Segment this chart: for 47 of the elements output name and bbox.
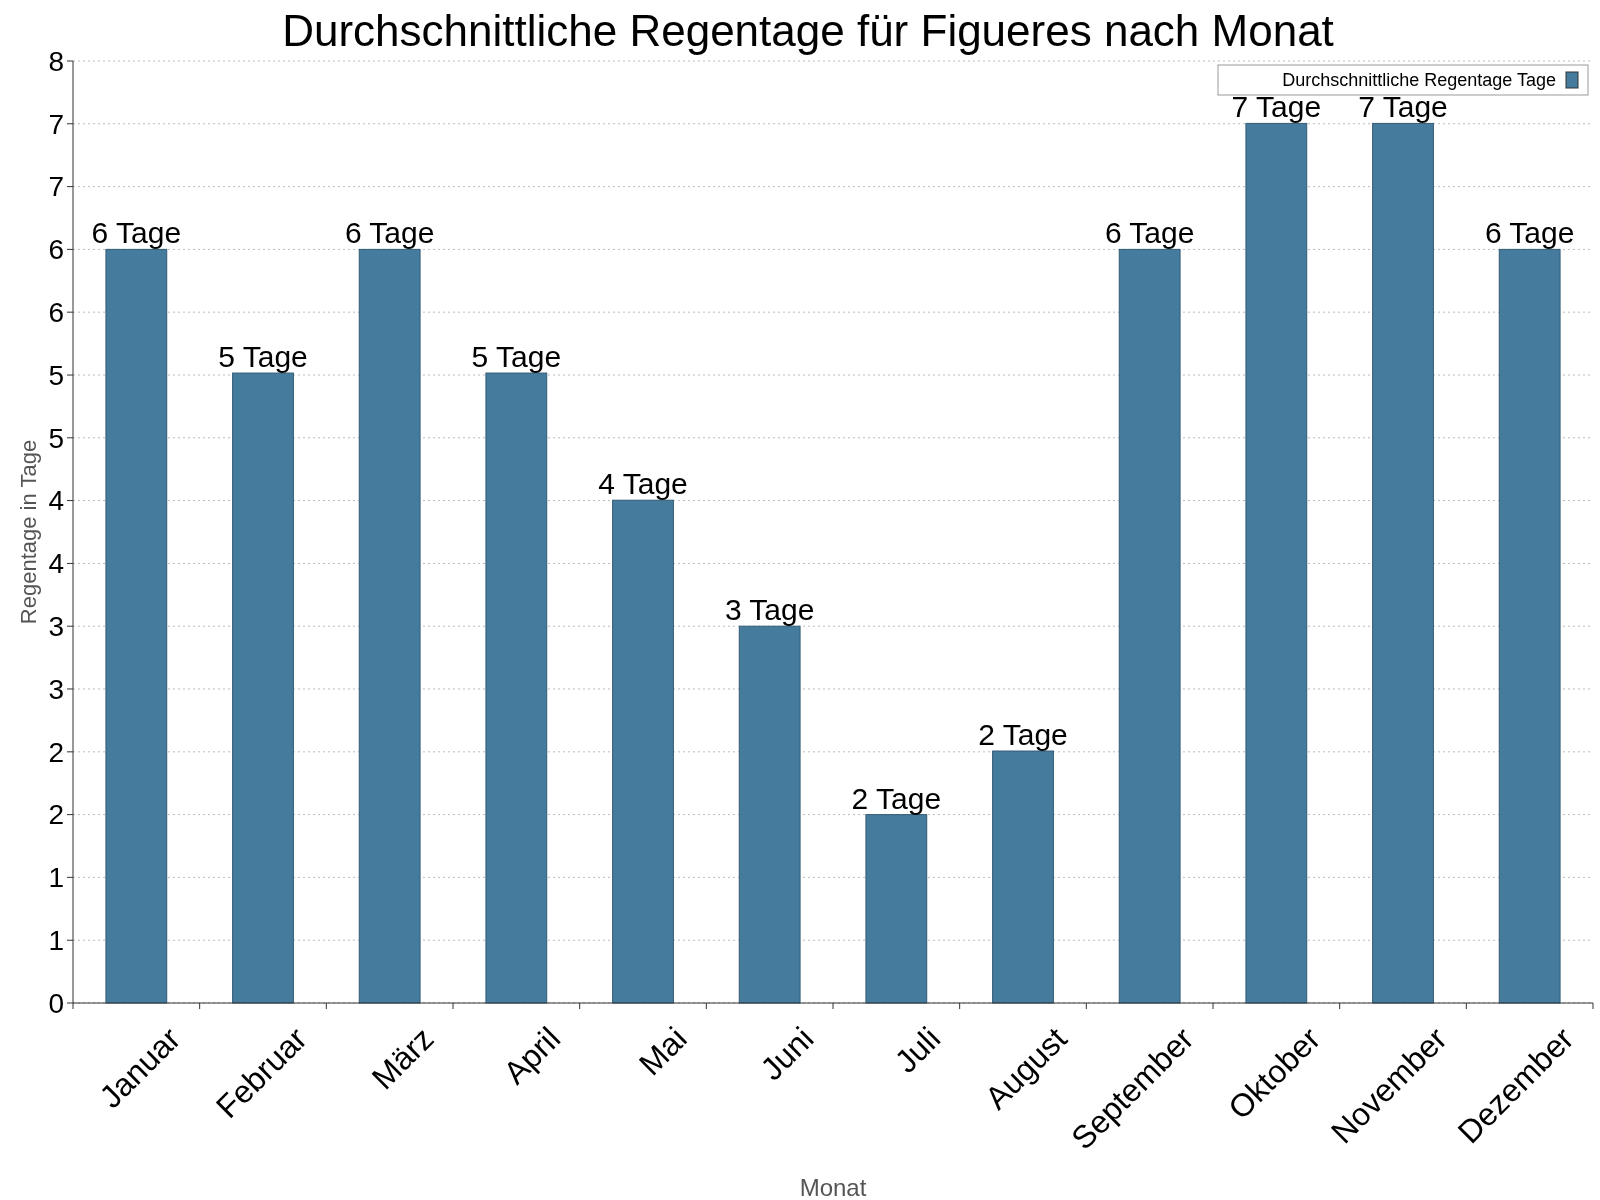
x-axis-title: Monat <box>799 1174 867 1200</box>
bar <box>1372 122 1434 1004</box>
bar <box>738 625 801 1004</box>
data-label: 7 Tage <box>1231 90 1322 124</box>
y-tick-label: 0 <box>48 987 64 1019</box>
bar <box>358 248 421 1004</box>
x-tick-label: Juli <box>887 1020 948 1080</box>
y-tick-label: 7 <box>48 171 64 203</box>
y-tick-label: 6 <box>48 234 64 266</box>
bar <box>992 750 1054 1004</box>
data-label: 3 Tage <box>724 593 815 627</box>
y-tick-label: 3 <box>48 611 64 642</box>
y-tick-label: 3 <box>48 673 64 705</box>
x-tick-label: Juni <box>753 1020 821 1088</box>
bar <box>232 372 294 1004</box>
data-label: 6 Tage <box>91 216 182 250</box>
data-label: 5 Tage <box>471 340 562 374</box>
y-tick-label: 6 <box>48 296 64 328</box>
y-tick-label: 2 <box>48 736 64 768</box>
y-axis-title: Regentage in Tage <box>16 439 41 625</box>
y-tick-label: 4 <box>48 485 64 517</box>
data-label: 6 Tage <box>1484 216 1575 250</box>
data-label: 7 Tage <box>1358 90 1448 124</box>
y-tick-label: 5 <box>48 359 64 391</box>
y-tick-label: 8 <box>48 45 64 77</box>
y-tick-label: 1 <box>48 862 64 894</box>
bar <box>1118 248 1181 1004</box>
y-tick-label: 1 <box>48 925 64 957</box>
y-tick-label: 5 <box>48 422 64 454</box>
bar <box>1498 248 1561 1004</box>
bar <box>485 372 548 1004</box>
bar <box>612 499 674 1004</box>
data-label: 2 Tage <box>851 781 942 815</box>
data-label: 6 Tage <box>1104 216 1195 250</box>
bar <box>865 814 928 1004</box>
data-label: 5 Tage <box>218 340 308 374</box>
x-tick-label: Mai <box>631 1020 694 1083</box>
legend-label: Durchschnittliche Regentage Tage <box>1282 70 1556 91</box>
data-label: 2 Tage <box>978 718 1068 752</box>
bar <box>1245 122 1308 1004</box>
data-label: 6 Tage <box>344 216 435 250</box>
data-label: 4 Tage <box>598 467 688 501</box>
bar <box>105 248 168 1004</box>
chart-title: Durchschnittliche Regentage für Figueres nach Monat <box>282 6 1334 55</box>
y-tick-label: 7 <box>48 108 64 140</box>
y-tick-label: 2 <box>48 799 64 831</box>
y-tick-label: 4 <box>48 548 64 580</box>
